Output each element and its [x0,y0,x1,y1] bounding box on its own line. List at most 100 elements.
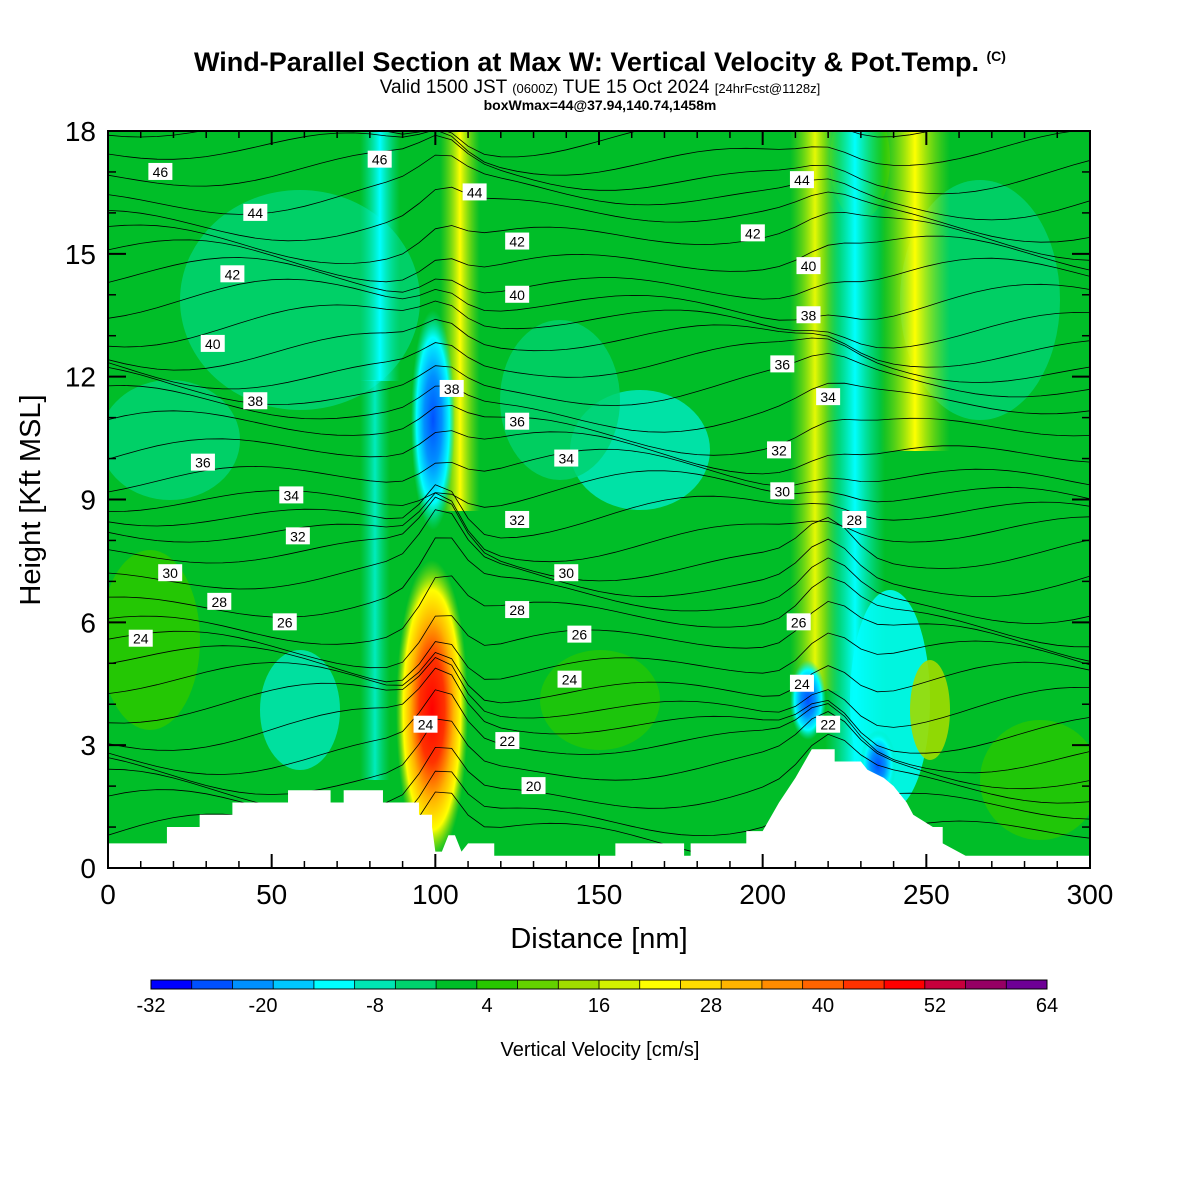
x-axis: 0 50 100 150 200 250 300 [100,131,1113,910]
contour-label-text: 46 [153,164,169,180]
contour-label-text: 22 [500,733,516,749]
colorbar-tick-label: 4 [481,995,492,1017]
contour-label-text: 32 [509,512,525,528]
chart-title: Wind-Parallel Section at Max W: Vertical… [0,40,1200,78]
y-tick-label: 0 [80,853,96,884]
contour-label-text: 44 [467,184,483,200]
contour-label-bg [243,392,268,410]
contour-label: 40 [505,285,530,303]
valid-zulu: (0600Z) [512,81,558,96]
theta-contour-line [108,509,1090,598]
contour-label: 44 [789,171,814,189]
contour-label-bg [521,777,546,795]
theta-contour-line [108,689,1090,775]
contour-label: 36 [505,412,530,430]
contour-label-bg [786,613,811,631]
theta-contour-line [108,430,1090,475]
y-tick-label: 6 [80,607,96,638]
colorbar-tick-label: -20 [249,995,278,1017]
theta-contour-line [108,652,1090,704]
contour-label: 36 [770,355,795,373]
theta-contour-line [108,484,1090,539]
colorbar-swatch [721,980,763,989]
forecast-info: [24hrFcst@1128z] [714,81,821,96]
theta-contour-line [108,257,1090,300]
colorbar-swatch [273,980,315,989]
contour-label-text: 26 [572,627,588,643]
contour-label-bg [554,449,579,467]
contour-label-text: 38 [444,381,460,397]
contour-label-text: 28 [212,594,228,610]
contour-label-text: 24 [794,676,810,692]
theta-contour-line [108,404,1090,456]
contour-label: 46 [367,150,392,168]
colorbar-tick-label: 64 [1036,995,1058,1017]
contour-label-bg [462,183,487,201]
contour-label-text: 28 [847,512,863,528]
heatmap-field [500,320,620,480]
contour-label: 22 [816,715,841,733]
contour-label-text: 30 [775,483,791,499]
contour-label-text: 44 [248,205,264,221]
contour-label: 34 [554,449,579,467]
contour-label-bg [557,670,582,688]
contour-label-text: 34 [558,451,574,467]
contour-label-text: 24 [418,717,434,733]
contour-label-bg [148,162,173,180]
theta-contour-line [108,382,1090,433]
contour-label: 26 [786,613,811,631]
updraft-core [396,560,468,860]
colorbar-swatch [884,980,926,989]
contour-label-bg [367,150,392,168]
contour-label-bg [789,171,814,189]
contour-label-bg [770,355,795,373]
y-tick-label: 9 [80,485,96,516]
title-main: Wind-Parallel Section at Max W: Vertical… [194,47,979,77]
colorbar-tick-label: 52 [924,995,946,1017]
contour-label-text: 28 [509,602,525,618]
contour-label: 38 [796,306,821,324]
colorbar-swatch [313,980,356,989]
theta-contour-line [108,575,1090,648]
contour-label-text: 24 [562,672,578,688]
heatmap-field [260,650,340,770]
colorbar-swatch [599,980,641,989]
contour-label-bg [200,334,225,352]
contour-label-text: 34 [820,389,836,405]
contour-label: 28 [505,601,530,619]
contour-label-bg [158,564,183,582]
contour-label-bg [285,527,310,545]
contour-label: 24 [557,670,582,688]
contour-label: 30 [158,564,183,582]
contour-label-text: 42 [509,234,525,250]
plot-area: 46 46 44 44 44 42 42 42 40 40 40 38 38 38 36 36 36 34 34 34… [108,131,1090,868]
colorbar-swatch [395,980,437,989]
contour-label-bg [816,715,841,733]
downdraft-core [411,310,455,530]
theta-contour-line [108,154,1090,221]
heatmap-band [360,380,390,780]
contour-label: 30 [770,482,795,500]
contour-label-bg [505,510,530,528]
colorbar-swatch [151,980,193,989]
valid-prefix: Valid 1500 JST [379,77,507,98]
y-tick-label: 18 [65,116,96,147]
contour-label: 26 [567,625,592,643]
contour-label-text: 24 [133,631,149,647]
contour-labels: 46 46 44 44 44 42 42 42 40 40 40 38 38 38 36 36 36 34 34 34… [128,150,867,795]
contour-label: 28 [842,510,867,528]
colorbar-swatch [639,980,681,989]
colorbar-swatch [680,980,722,989]
terrain [108,749,1090,868]
theta-contour-line [108,211,1090,264]
contour-label-bg [770,482,795,500]
contour-label-bg [272,613,297,631]
theta-contour-line [108,318,1090,371]
theta-contour-line [108,134,1090,195]
theta-contour-line [108,492,1090,563]
contour-label-text: 36 [775,356,791,372]
contour-label-text: 32 [290,528,306,544]
contour-label: 20 [521,777,546,795]
colorbar-tick-label: 16 [588,995,610,1017]
